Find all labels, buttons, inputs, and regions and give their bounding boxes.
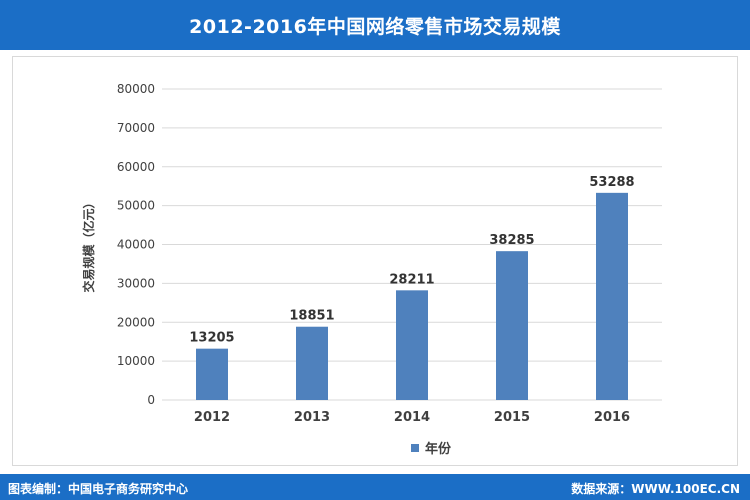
bar xyxy=(396,290,428,400)
data-label: 53288 xyxy=(589,175,634,190)
footer-credit: 图表编制：中国电子商务研究中心 xyxy=(8,482,189,496)
bar-chart: 0 10000 20000 30000 40000 50000 60000 70000 8000… xyxy=(81,82,662,457)
y-tick-label: 10000 xyxy=(117,354,155,368)
y-tick-label: 40000 xyxy=(117,238,155,252)
legend-label: 年份 xyxy=(425,441,452,457)
x-tick-label: 2014 xyxy=(394,410,430,425)
x-tick-label: 2012 xyxy=(194,410,230,425)
x-tick-label: 2015 xyxy=(494,410,530,425)
footer-source: 数据来源：WWW.100EC.CN xyxy=(571,482,740,496)
bar xyxy=(596,192,628,400)
footer-banner: 图表编制：中国电子商务研究中心 数据来源：WWW.100EC.CN xyxy=(0,474,750,500)
data-label: 13205 xyxy=(189,331,234,346)
y-tick-label: 20000 xyxy=(117,315,155,329)
y-tick-label: 80000 xyxy=(117,82,155,96)
y-tick-label: 0 xyxy=(147,393,155,407)
data-label: 38285 xyxy=(489,233,534,248)
bar xyxy=(296,326,328,400)
y-tick-label: 60000 xyxy=(117,160,155,174)
y-tick-label: 50000 xyxy=(117,199,155,213)
bar xyxy=(196,348,228,400)
y-tick-label: 70000 xyxy=(117,121,155,135)
x-tick-label: 2016 xyxy=(594,410,630,425)
data-label: 18851 xyxy=(289,309,334,324)
title-banner: 2012-2016年中国网络零售市场交易规模 xyxy=(0,0,750,50)
chart-title: 2012-2016年中国网络零售市场交易规模 xyxy=(189,15,561,38)
y-axis-title: 交易规模（亿元） xyxy=(81,196,96,292)
bar xyxy=(496,251,528,400)
x-tick-label: 2013 xyxy=(294,410,330,425)
legend-swatch xyxy=(411,444,419,452)
data-label: 28211 xyxy=(389,272,434,287)
y-tick-label: 30000 xyxy=(117,276,155,290)
